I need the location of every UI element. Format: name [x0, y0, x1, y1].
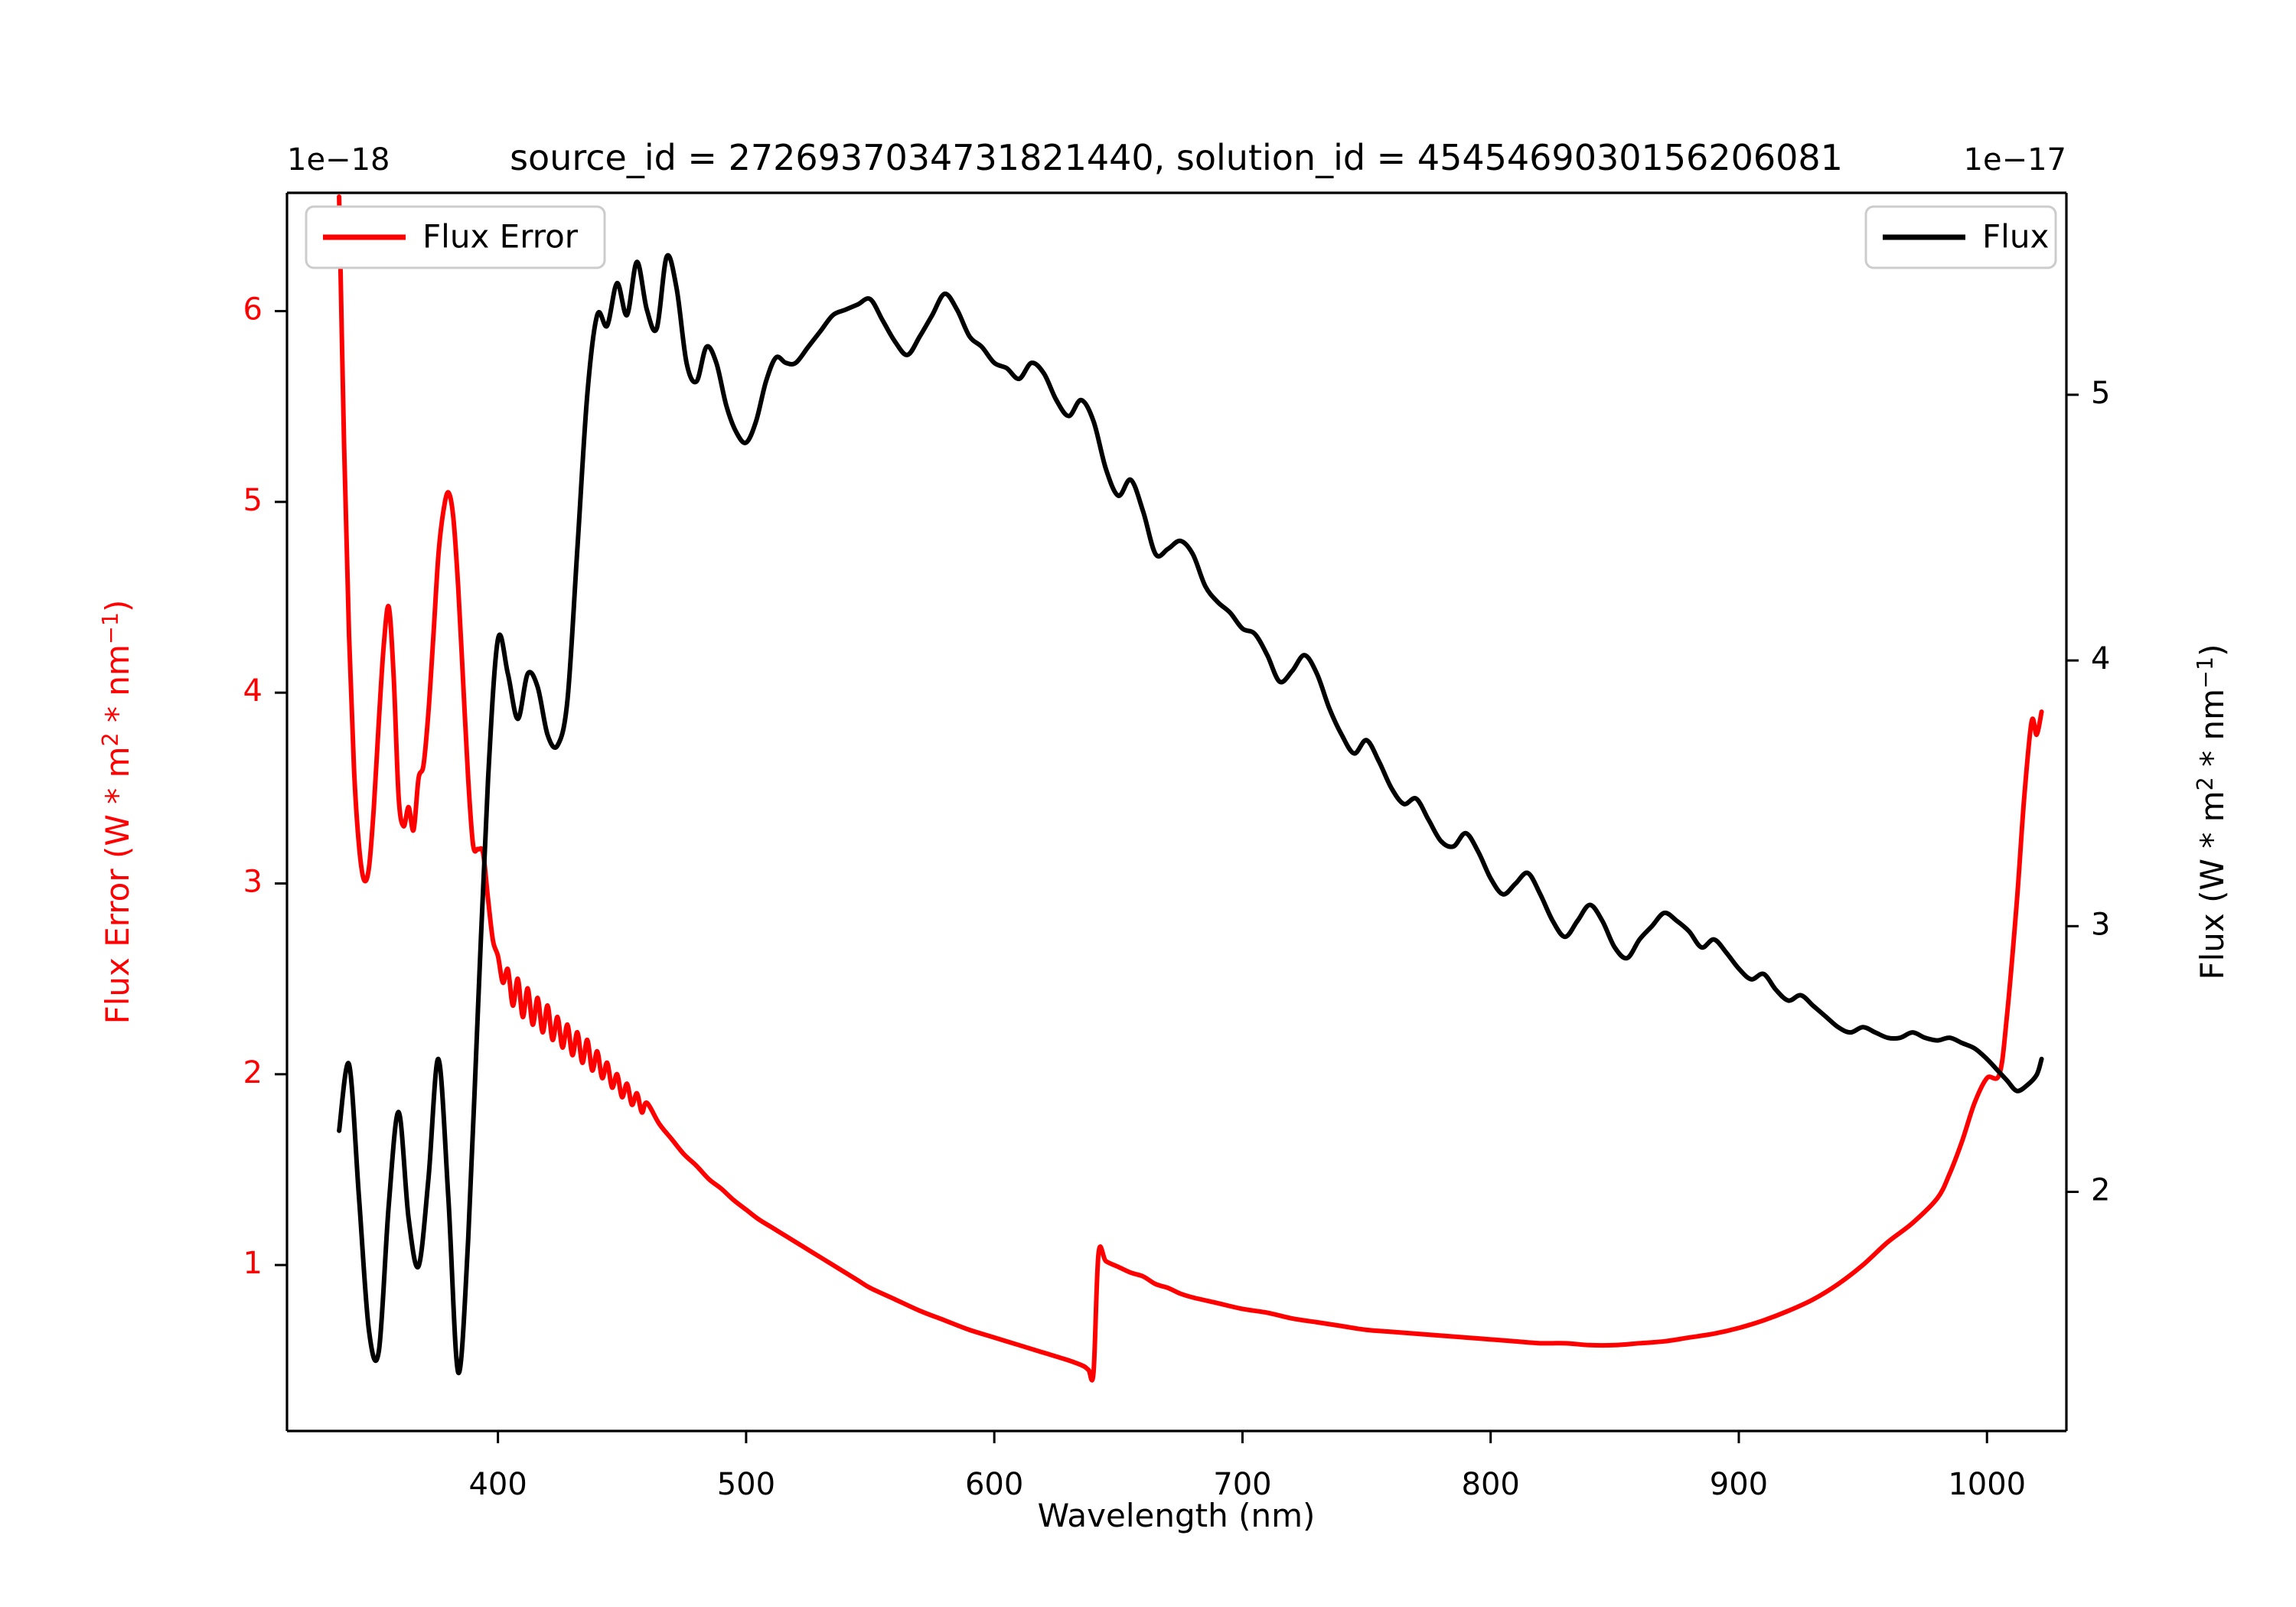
x-axis-ticks: 400 500 600 700 800 900 1000 [468, 1431, 2026, 1502]
right-y-tick-label: 4 [2091, 641, 2110, 676]
left-y-axis-ticks: 1 2 3 4 5 6 [243, 292, 287, 1281]
right-y-tick-label: 3 [2091, 907, 2110, 942]
right-axis-offset-text: 1e−17 [1964, 142, 2066, 178]
legend-flux-error[interactable]: Flux Error [305, 205, 606, 269]
x-axis-label: Wavelength (nm) [1038, 1497, 1316, 1534]
x-tick-label: 600 [965, 1467, 1023, 1502]
x-tick-label: 1000 [1948, 1467, 2026, 1502]
right-y-tick-label: 5 [2091, 376, 2110, 411]
flux-error-line [337, 194, 2044, 1383]
plot-area-background [287, 193, 2066, 1431]
series-group [337, 194, 2044, 1383]
right-y-tick-label: 2 [2091, 1173, 2110, 1208]
left-y-tick-label: 6 [243, 292, 263, 328]
x-tick-label: 700 [1213, 1467, 1271, 1502]
x-tick-label: 500 [717, 1467, 775, 1502]
x-tick-label: 900 [1710, 1467, 1768, 1502]
left-y-tick-label: 1 [243, 1246, 263, 1281]
left-y-tick-label: 2 [243, 1055, 263, 1090]
chart-title: source_id = 2726937034731821440, solutio… [510, 137, 1843, 178]
right-y-axis-label: Flux (W * m2 * nm−1) [2192, 644, 2231, 980]
x-tick-label: 800 [1462, 1467, 1520, 1502]
left-y-tick-label: 3 [243, 864, 263, 899]
legend-flux-label: Flux [1982, 218, 2049, 256]
flux-line [337, 253, 2044, 1375]
left-y-axis-label: Flux Error (W * m2 * nm−1) [97, 600, 136, 1025]
legend-flux[interactable]: Flux [1864, 205, 2057, 269]
legend-flux-error-label: Flux Error [422, 218, 579, 256]
right-y-axis-ticks: 2 3 4 5 [2066, 376, 2110, 1208]
left-y-tick-label: 5 [243, 483, 263, 518]
x-tick-label: 400 [468, 1467, 527, 1502]
axis-spines [285, 191, 2068, 1433]
left-y-tick-label: 4 [243, 673, 263, 709]
left-axis-offset-text: 1e−18 [287, 142, 390, 178]
legend-flux-error-box[interactable] [305, 205, 606, 269]
